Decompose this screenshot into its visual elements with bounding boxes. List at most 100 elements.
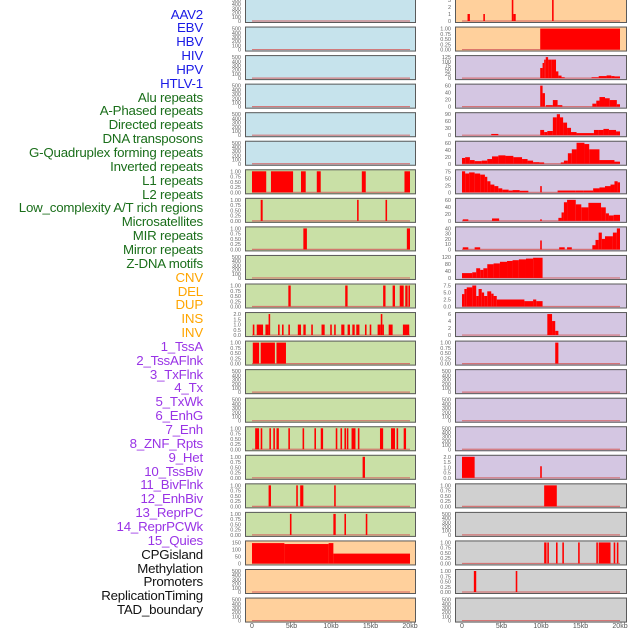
y-tick-label: 1.00: [440, 27, 451, 33]
y-tick-label: 1.00: [230, 341, 241, 347]
data-bar: [352, 324, 355, 336]
y-tick-label: 0.75: [440, 546, 451, 552]
panel-border: [455, 55, 627, 81]
data-bar: [273, 428, 275, 450]
data-bar: [265, 324, 269, 336]
track-label: MIR repeats: [132, 228, 203, 244]
y-tick-label: 1.00: [230, 284, 241, 290]
y-tick-label: 400: [232, 116, 241, 122]
data-bar: [344, 428, 347, 450]
y-tick-label: 0.75: [230, 489, 241, 495]
data-bar: [492, 218, 500, 221]
y-tick-label: 6: [448, 312, 451, 318]
data-bar: [321, 324, 325, 336]
data-bar: [539, 162, 545, 164]
data-bar: [362, 456, 365, 478]
track-panel: 0.000.250.500.751.00: [440, 340, 627, 368]
data-bar: [345, 285, 348, 307]
y-tick-label: 500: [232, 369, 241, 375]
data-bar: [598, 76, 607, 79]
y-tick-label: 0.00: [230, 219, 241, 225]
data-bar: [493, 263, 500, 278]
y-tick-label: 0.00: [230, 504, 241, 510]
data-bar: [382, 324, 384, 336]
data-bar: [252, 543, 285, 564]
y-tick-label: 0: [238, 590, 241, 596]
y-tick-label: 400: [232, 88, 241, 94]
y-tick-label: 500: [232, 84, 241, 90]
data-bar: [334, 324, 336, 336]
data-bar: [256, 324, 264, 336]
y-tick-label: 7.5: [443, 284, 451, 290]
panel-border: [245, 83, 416, 109]
y-tick-label: 1: [448, 12, 451, 18]
y-tick-label: 500: [232, 27, 241, 33]
data-bar: [584, 144, 590, 164]
data-bar: [581, 207, 589, 221]
data-bar: [340, 428, 343, 450]
data-bar: [396, 428, 399, 450]
track-label: Low_complexity A/T rich regions: [18, 200, 203, 216]
y-tick-label: 0: [238, 162, 241, 168]
track-label: L2 repeats: [142, 186, 203, 202]
y-tick-label: 0: [448, 105, 451, 111]
track-panel: 0.000.250.500.751.00: [230, 226, 416, 253]
y-tick-label: 0: [238, 561, 241, 567]
track-panel: 0.000.250.500.751.00: [230, 197, 416, 225]
data-bar: [464, 289, 467, 307]
y-tick-label: 0.50: [230, 494, 241, 500]
data-bar: [505, 155, 514, 164]
data-bar: [610, 184, 615, 193]
data-bar: [346, 428, 349, 450]
y-tick-label: 0.25: [230, 185, 241, 191]
data-bar: [527, 160, 534, 164]
y-tick-label: 100: [232, 100, 241, 106]
data-bar: [522, 159, 528, 164]
y-tick-label: 300: [442, 406, 451, 412]
y-tick-label: 100: [232, 158, 241, 164]
y-tick-label: 500: [232, 255, 241, 261]
data-bar: [596, 100, 600, 107]
track-label: 4_Tx: [174, 380, 203, 396]
data-bar: [598, 542, 611, 564]
data-bar: [593, 188, 600, 193]
track-label: Promoters: [143, 574, 203, 590]
y-tick-label: 1.0: [233, 323, 241, 329]
data-bar: [276, 342, 286, 364]
y-tick-label: 500: [442, 426, 451, 432]
y-tick-label: 200: [232, 382, 241, 388]
y-tick-label: 300: [232, 606, 241, 612]
panel-border: [455, 226, 627, 252]
y-tick-label: 1.00: [230, 483, 241, 489]
y-tick-label: 200: [232, 610, 241, 616]
panel-background: [455, 597, 627, 623]
data-bar: [330, 324, 332, 336]
data-bar: [492, 156, 499, 164]
y-tick-label: 400: [232, 373, 241, 379]
y-tick-label: 500: [442, 398, 451, 404]
panel-background: [245, 83, 416, 109]
y-tick-label: 0.50: [440, 580, 451, 586]
y-tick-label: 100: [442, 614, 451, 620]
data-bar: [270, 171, 294, 193]
data-bar: [502, 189, 509, 193]
track-panel: 0.000.250.500.751.00: [230, 426, 416, 453]
data-bar: [515, 571, 518, 592]
y-tick-label: 200: [232, 268, 241, 274]
data-bar: [616, 542, 619, 564]
data-bar: [341, 324, 345, 336]
x-tick-label: 5kb: [286, 623, 297, 630]
data-bar: [462, 247, 469, 250]
data-bar: [540, 85, 543, 107]
y-tick-label: 200: [232, 582, 241, 588]
data-bar: [314, 428, 316, 450]
track-label: Z-DNA motifs: [126, 255, 203, 271]
data-bar: [334, 485, 336, 507]
panel-background: [245, 511, 416, 537]
y-tick-label: 1.00: [230, 455, 241, 461]
y-tick-label: 60: [445, 119, 451, 125]
